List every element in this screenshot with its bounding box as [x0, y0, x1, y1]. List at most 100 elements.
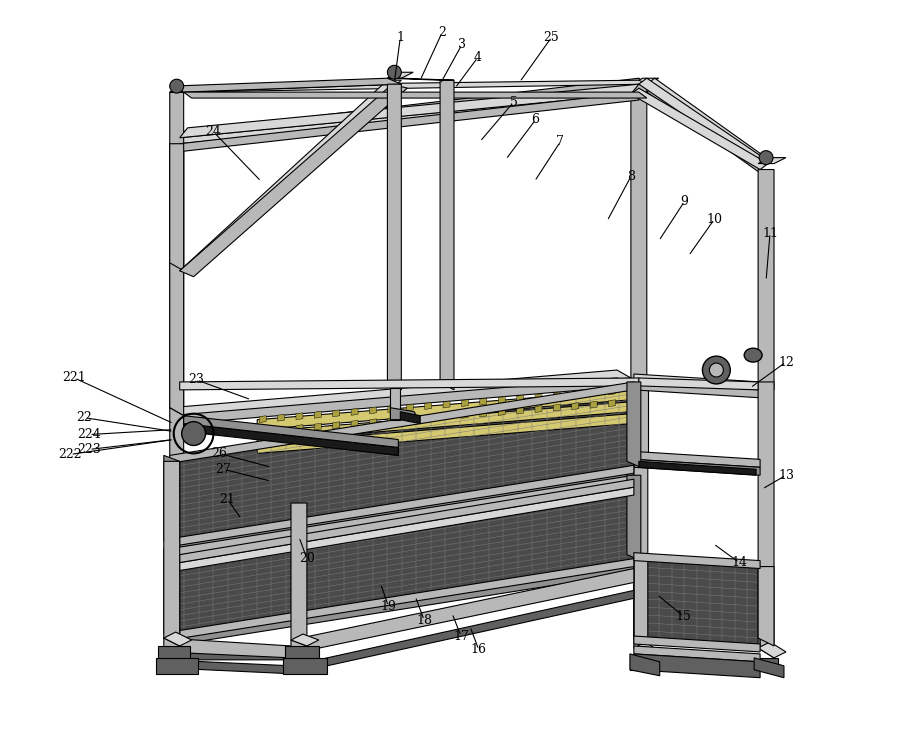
Polygon shape: [406, 404, 414, 411]
Polygon shape: [634, 459, 648, 658]
Polygon shape: [499, 397, 505, 403]
Polygon shape: [390, 408, 418, 420]
Polygon shape: [170, 475, 634, 557]
Polygon shape: [400, 412, 420, 424]
Polygon shape: [631, 78, 659, 84]
Polygon shape: [180, 84, 639, 137]
Polygon shape: [283, 658, 327, 674]
Text: 224: 224: [77, 428, 101, 441]
Polygon shape: [406, 416, 414, 423]
Text: 223: 223: [77, 443, 101, 456]
Polygon shape: [170, 80, 647, 92]
Polygon shape: [517, 407, 524, 414]
Text: 23: 23: [188, 374, 205, 386]
Polygon shape: [440, 80, 454, 390]
Text: 221: 221: [62, 371, 86, 385]
Polygon shape: [170, 408, 184, 568]
Text: 20: 20: [299, 552, 315, 565]
Polygon shape: [758, 642, 786, 658]
Polygon shape: [758, 382, 774, 658]
Text: 2: 2: [438, 26, 446, 39]
Text: 14: 14: [731, 556, 748, 569]
Text: 1: 1: [396, 31, 405, 44]
Polygon shape: [553, 392, 560, 399]
Polygon shape: [170, 78, 401, 92]
Polygon shape: [259, 415, 266, 423]
Text: 5: 5: [510, 96, 518, 108]
Polygon shape: [424, 415, 432, 421]
Text: 9: 9: [681, 195, 689, 208]
Polygon shape: [180, 480, 633, 562]
Polygon shape: [291, 590, 634, 674]
Polygon shape: [351, 421, 358, 427]
Polygon shape: [462, 412, 469, 418]
Polygon shape: [170, 84, 401, 92]
Polygon shape: [627, 382, 641, 468]
Polygon shape: [257, 402, 631, 441]
Circle shape: [759, 151, 773, 164]
Polygon shape: [157, 646, 190, 660]
Polygon shape: [170, 370, 631, 415]
Polygon shape: [443, 401, 450, 408]
Text: 13: 13: [778, 468, 794, 482]
Text: 21: 21: [219, 492, 235, 506]
Polygon shape: [164, 638, 291, 660]
Polygon shape: [634, 451, 760, 468]
Text: 24: 24: [205, 125, 222, 138]
Polygon shape: [634, 636, 760, 652]
Polygon shape: [480, 410, 487, 417]
Polygon shape: [184, 92, 647, 98]
Polygon shape: [639, 378, 758, 390]
Polygon shape: [630, 658, 653, 670]
Polygon shape: [180, 84, 407, 276]
Polygon shape: [608, 400, 615, 406]
Polygon shape: [480, 398, 487, 405]
Polygon shape: [296, 424, 303, 432]
Text: 4: 4: [474, 51, 481, 64]
Polygon shape: [754, 658, 784, 678]
Polygon shape: [517, 395, 524, 402]
Polygon shape: [170, 137, 194, 143]
Polygon shape: [184, 415, 398, 447]
Polygon shape: [590, 401, 597, 408]
Circle shape: [387, 65, 401, 79]
Polygon shape: [608, 388, 615, 395]
Text: 26: 26: [212, 447, 227, 460]
Polygon shape: [170, 143, 184, 270]
Text: 12: 12: [778, 356, 794, 368]
Polygon shape: [388, 418, 395, 424]
Text: 10: 10: [707, 213, 722, 226]
Text: 15: 15: [676, 610, 691, 623]
Polygon shape: [390, 388, 400, 420]
Polygon shape: [634, 646, 760, 662]
Circle shape: [710, 363, 723, 377]
Text: 27: 27: [215, 463, 232, 476]
Polygon shape: [180, 378, 639, 390]
Polygon shape: [278, 415, 284, 421]
Polygon shape: [647, 78, 766, 164]
Polygon shape: [180, 92, 639, 152]
Polygon shape: [499, 409, 505, 415]
Polygon shape: [156, 658, 197, 674]
Polygon shape: [387, 84, 401, 390]
Polygon shape: [296, 413, 303, 420]
Polygon shape: [631, 84, 647, 386]
Polygon shape: [180, 92, 647, 143]
Text: 222: 222: [59, 448, 82, 461]
Polygon shape: [180, 78, 647, 137]
Polygon shape: [333, 422, 339, 429]
Polygon shape: [170, 468, 634, 553]
Polygon shape: [634, 382, 648, 459]
Polygon shape: [634, 642, 660, 658]
Polygon shape: [164, 456, 180, 547]
Text: 17: 17: [453, 630, 469, 642]
Polygon shape: [180, 84, 647, 137]
Polygon shape: [758, 170, 774, 390]
Polygon shape: [170, 465, 634, 547]
Polygon shape: [647, 86, 766, 172]
Polygon shape: [758, 158, 786, 164]
Polygon shape: [590, 389, 597, 396]
Circle shape: [182, 421, 205, 445]
Polygon shape: [285, 646, 319, 660]
Text: 8: 8: [627, 170, 635, 183]
